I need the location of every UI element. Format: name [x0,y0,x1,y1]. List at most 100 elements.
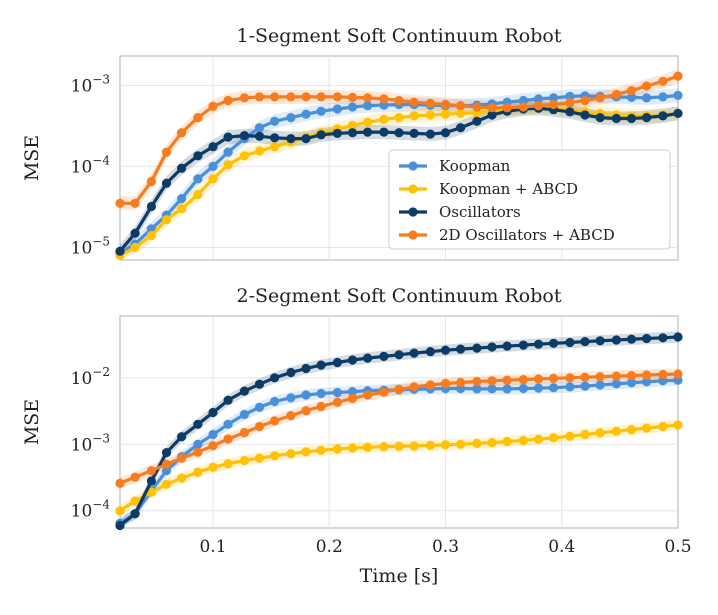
data-point [394,95,404,106]
data-point [595,372,605,382]
x-tick-label: 0.2 [316,537,343,557]
data-point [549,99,559,110]
legend-box [388,149,671,250]
data-point [673,369,683,379]
data-point [347,355,358,365]
data-point [611,371,622,381]
data-point [146,487,156,497]
data-point [658,111,668,121]
data-point [193,439,203,449]
y-tick-label: 10−5 [71,234,110,258]
data-point [533,383,544,393]
data-point [332,128,342,138]
data-point [658,369,668,380]
data-point [611,426,622,436]
data-point [472,343,482,353]
data-point [115,506,125,516]
data-point [533,101,544,111]
data-point [223,434,233,444]
data-point [270,451,280,461]
data-point [223,160,233,170]
data-point [115,246,125,256]
data-point [394,441,404,451]
data-point [642,81,652,91]
data-point [626,425,637,435]
data-point [239,428,249,438]
data-point [440,440,451,450]
data-point [208,462,218,472]
data-point [177,453,187,463]
data-point [254,92,265,102]
data-point [673,332,683,342]
data-point [301,109,311,119]
data-point [286,367,296,378]
data-point [409,382,419,392]
data-point [518,95,529,106]
data-point [130,509,140,519]
data-point [193,174,203,184]
data-point [565,382,575,392]
data-point [642,113,652,123]
data-point [425,380,435,390]
data-point [626,86,637,96]
data-point [379,127,389,137]
data-point [580,429,590,440]
data-point [239,151,249,161]
data-point [115,520,125,531]
data-point [130,228,140,238]
data-point [347,387,358,397]
data-point [332,104,342,114]
data-point [642,370,652,380]
data-point [658,333,668,343]
data-point [254,131,265,141]
data-point [394,350,404,360]
data-point [130,472,140,482]
data-point [673,108,683,118]
data-point [565,431,575,441]
data-point [363,390,373,400]
chart-title: 2-Segment Soft Continuum Robot [237,285,562,307]
data-point [456,123,466,133]
data-point [363,127,373,137]
data-point [223,147,233,157]
data-point [332,444,342,454]
data-point [177,194,187,204]
data-point [363,101,373,111]
data-point [518,435,529,446]
data-point [239,93,249,103]
data-point [440,378,451,389]
data-point [161,147,172,157]
legend: Koopman Koopman + ABCD Oscillators 2D Oscil… [388,149,671,250]
data-point [658,421,668,432]
data-point [456,108,466,118]
data-point [208,161,218,171]
data-point [347,128,358,138]
data-point [673,420,683,430]
data-point [487,384,497,394]
data-point [673,90,683,100]
data-point [301,406,311,416]
data-point [409,128,419,138]
data-point [626,378,637,388]
data-point [549,383,559,393]
data-point [425,440,435,450]
data-point [286,411,296,421]
data-point [549,433,559,443]
data-point [611,379,622,389]
data-point [456,377,466,388]
data-point [347,120,358,130]
data-point [626,371,637,381]
data-point [161,479,172,489]
data-point [425,98,435,108]
data-point [316,92,326,102]
data-point [115,478,125,488]
data-point [533,339,544,349]
data-point [487,103,497,113]
data-point [394,384,404,394]
data-point [363,93,373,103]
x-tick-label: 0.1 [199,537,226,557]
data-point [161,178,172,188]
y-tick-label: 10−2 [71,365,110,389]
series-lines [115,332,683,531]
y-tick-label: 10−4 [71,498,111,522]
